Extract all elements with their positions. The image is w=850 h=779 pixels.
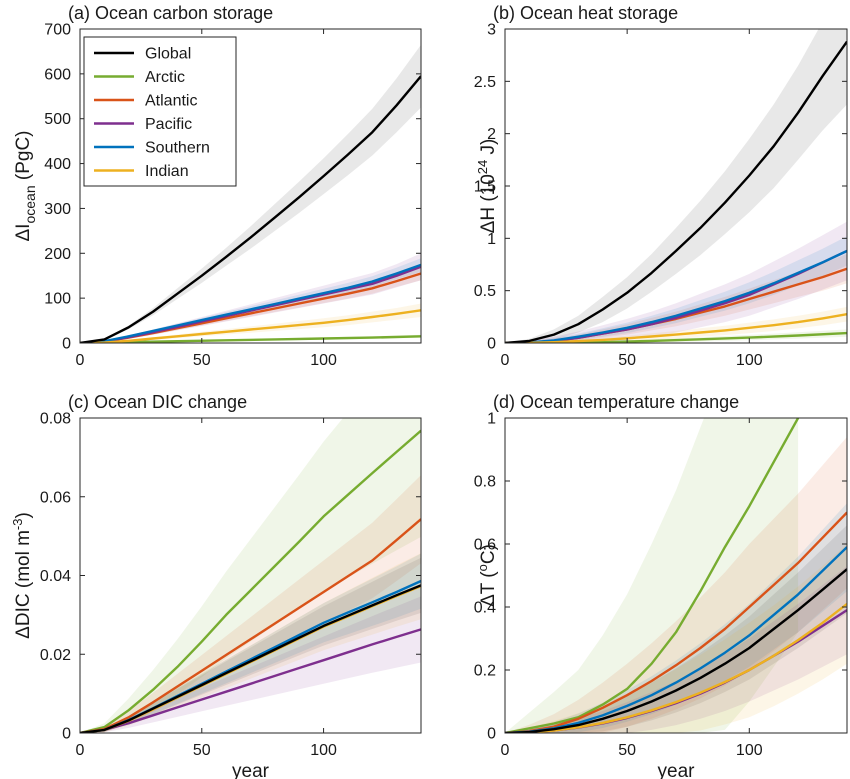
band-arctic [505,418,799,733]
x-tick-label: 0 [501,352,510,369]
x-tick-label: 50 [193,352,211,369]
series-line-arctic [505,418,800,733]
y-tick-label: 0.08 [40,411,71,428]
x-tick-label: 50 [193,742,211,759]
band-global [505,29,847,343]
y-axis-label: ΔH (1024 J) [475,139,499,234]
panel-title: (d) Ocean temperature change [493,392,739,412]
series-line-indian [80,309,421,343]
band-southern [80,553,421,733]
y-tick-label: 1 [487,411,496,428]
y-tick-label: 0 [62,336,71,353]
legend-label-pacific: Pacific [145,116,192,133]
y-axis-label: ΔDIC (mol m-3) [10,512,34,639]
x-tick-label: 100 [310,742,337,759]
legend-label-indian: Indian [145,163,189,180]
band-arctic [80,418,421,733]
x-tick-label: 50 [618,352,636,369]
plot-area [80,418,421,733]
x-tick-label: 0 [501,742,510,759]
plot-area [505,418,847,733]
y-tick-label: 0 [487,336,496,353]
series-line-southern [80,263,421,343]
x-tick-label: 100 [736,742,763,759]
series-line-atlantic [80,518,421,733]
x-tick-label: 50 [618,742,636,759]
legend-label-arctic: Arctic [145,69,185,86]
x-tick-label: 0 [76,742,85,759]
y-tick-label: 0.8 [474,474,496,491]
series-line-atlantic [505,511,847,733]
y-tick-label: 700 [44,22,71,39]
series-line-southern [505,546,847,733]
panel-title: (c) Ocean DIC change [68,392,247,412]
y-tick-label: 600 [44,66,71,83]
legend-box [83,36,237,187]
band-indian [505,544,847,733]
y-tick-label: 0 [62,726,71,743]
series-line-indian [505,313,847,343]
y-tick-label: 300 [44,201,71,218]
y-axis-label: ΔT (oC) [475,544,499,607]
x-axis-label: year [232,761,270,779]
series-line-arctic [80,335,421,343]
band-pacific [505,566,847,733]
panel-b: 0 50 100 0 0.5 1 1.5 2 2.5 3(b) Ocean heat storag… [474,3,848,369]
legend: Global Arctic Atlantic Pacific Southern India… [83,36,237,187]
axes-box [79,28,422,344]
band-global [80,557,421,733]
series-line-global [505,568,847,733]
panel-d: 0 50 100 0 0.2 0.4 0.6 0.8 1(d) Ocean temperatur… [474,392,848,779]
legend-label-southern: Southern [145,140,210,157]
y-tick-label: 0 [487,726,496,743]
y-tick-label: 1.5 [474,179,496,196]
series-line-arctic [80,429,421,733]
y-tick-label: 2.5 [474,74,496,91]
x-axis-label: year [658,761,696,779]
band-pacific [80,596,421,733]
y-tick-label: 0.04 [40,568,71,585]
panel-c: 0 50 100 0 0.02 0.04 0.06 0.08(c) Ocean DIC cha… [10,392,422,779]
series-line-global [80,584,421,733]
x-tick-label: 100 [310,352,337,369]
axes-box [504,417,848,734]
legend-label-global: Global [145,46,191,63]
y-tick-label: 500 [44,111,71,128]
y-tick-label: 200 [44,246,71,263]
y-tick-label: 3 [487,22,496,39]
y-tick-label: 0.06 [40,489,71,506]
y-axis-label: ΔIocean (PgC) [13,130,38,241]
series-line-global [80,75,421,343]
band-atlantic [505,436,847,733]
x-tick-label: 0 [76,352,85,369]
y-tick-label: 1 [487,231,496,248]
band-indian [80,303,421,343]
panel-title: (b) Ocean heat storage [493,3,678,23]
y-tick-label: 0.5 [474,283,496,300]
y-tick-label: 2 [487,126,496,143]
y-tick-label: 0.2 [474,663,496,680]
band-southern [505,503,847,733]
legend-label-atlantic: Atlantic [145,93,197,110]
series-line-southern [505,249,847,343]
y-tick-label: 0.6 [474,537,496,554]
y-tick-label: 0.4 [474,600,496,617]
series-line-global [505,40,847,343]
y-tick-label: 100 [44,291,71,308]
plot-area [505,29,847,343]
plot-area [80,44,421,343]
band-indian [80,553,421,733]
band-atlantic [505,254,847,343]
series-line-pacific [80,628,421,733]
y-tick-label: 400 [44,156,71,173]
y-tick-label: 0.02 [40,647,71,664]
band-atlantic [80,475,421,733]
panel-a: 0 50 100 0 100 200 300 400 500 600 700(a) Ocean ca… [13,3,422,369]
panel-title: (a) Ocean carbon storage [68,3,273,23]
series-line-indian [505,602,847,733]
band-arctic [505,329,847,343]
x-tick-label: 100 [736,352,763,369]
